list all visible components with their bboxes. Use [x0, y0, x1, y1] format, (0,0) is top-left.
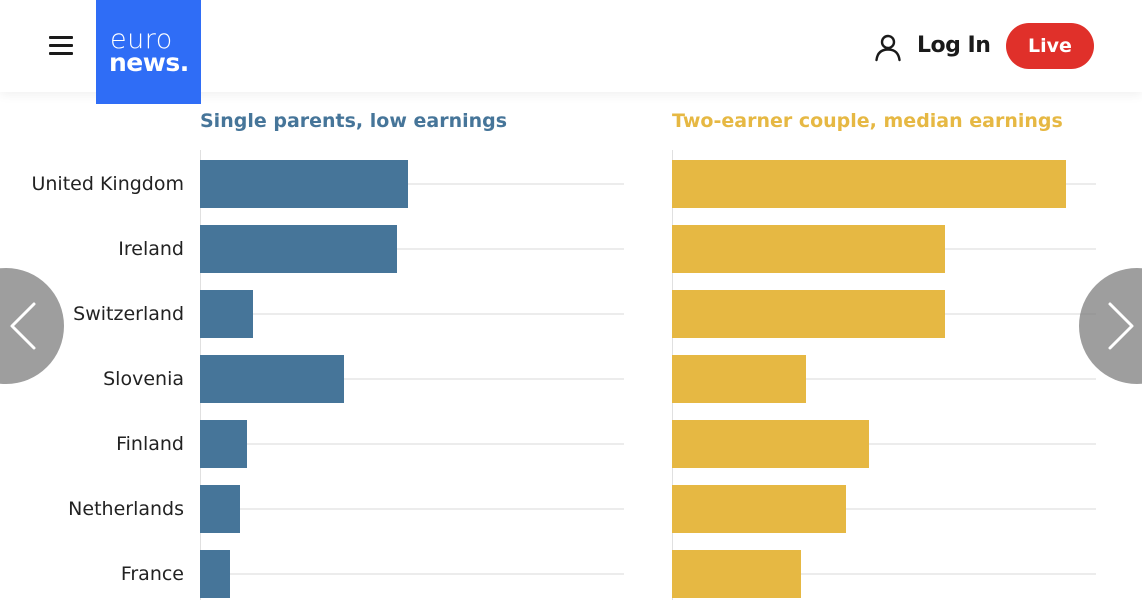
gridline	[672, 443, 1096, 445]
bar	[672, 160, 1066, 208]
bar	[200, 290, 253, 338]
gridline	[672, 508, 1096, 510]
hamburger-menu-icon[interactable]	[49, 34, 75, 58]
logo-text-bottom: news.	[109, 48, 189, 77]
login-link[interactable]: Log In	[917, 33, 991, 58]
gridline	[200, 573, 624, 575]
bar	[200, 355, 344, 403]
country-label: Ireland	[118, 238, 184, 260]
euronews-logo[interactable]: euro news.	[96, 0, 201, 104]
gridline	[200, 508, 624, 510]
bar	[200, 550, 230, 598]
bar	[200, 420, 247, 468]
bar	[200, 160, 408, 208]
country-label: Slovenia	[103, 368, 184, 390]
bar-chart: Single parents, low earnings Two-earner …	[0, 92, 1142, 600]
gridline	[200, 313, 624, 315]
live-button[interactable]: Live	[1006, 23, 1094, 69]
chevron-left-icon	[10, 302, 36, 350]
user-icon[interactable]	[873, 32, 903, 62]
gridline	[200, 443, 624, 445]
logo-text-top: euro	[110, 24, 173, 55]
country-label: Finland	[116, 433, 184, 455]
country-label: Switzerland	[73, 303, 184, 325]
bar	[672, 420, 869, 468]
country-label: United Kingdom	[31, 173, 184, 195]
panel-title-low-earnings: Single parents, low earnings	[200, 110, 508, 132]
gridline	[672, 573, 1096, 575]
gridline	[200, 378, 624, 380]
bar	[672, 290, 945, 338]
site-header: euro news. Log In Live	[0, 0, 1142, 104]
bar	[200, 225, 397, 273]
country-label: Netherlands	[68, 498, 184, 520]
gridline	[200, 183, 624, 185]
panel-title-median-earnings: Two-earner couple, median earnings	[672, 110, 1063, 132]
bar	[200, 485, 240, 533]
bar	[672, 485, 846, 533]
country-label: France	[120, 563, 184, 585]
chevron-right-icon	[1108, 302, 1134, 350]
gridline	[672, 378, 1096, 380]
gridline	[200, 248, 624, 250]
bar	[672, 550, 801, 598]
bar	[672, 355, 806, 403]
bar	[672, 225, 945, 273]
